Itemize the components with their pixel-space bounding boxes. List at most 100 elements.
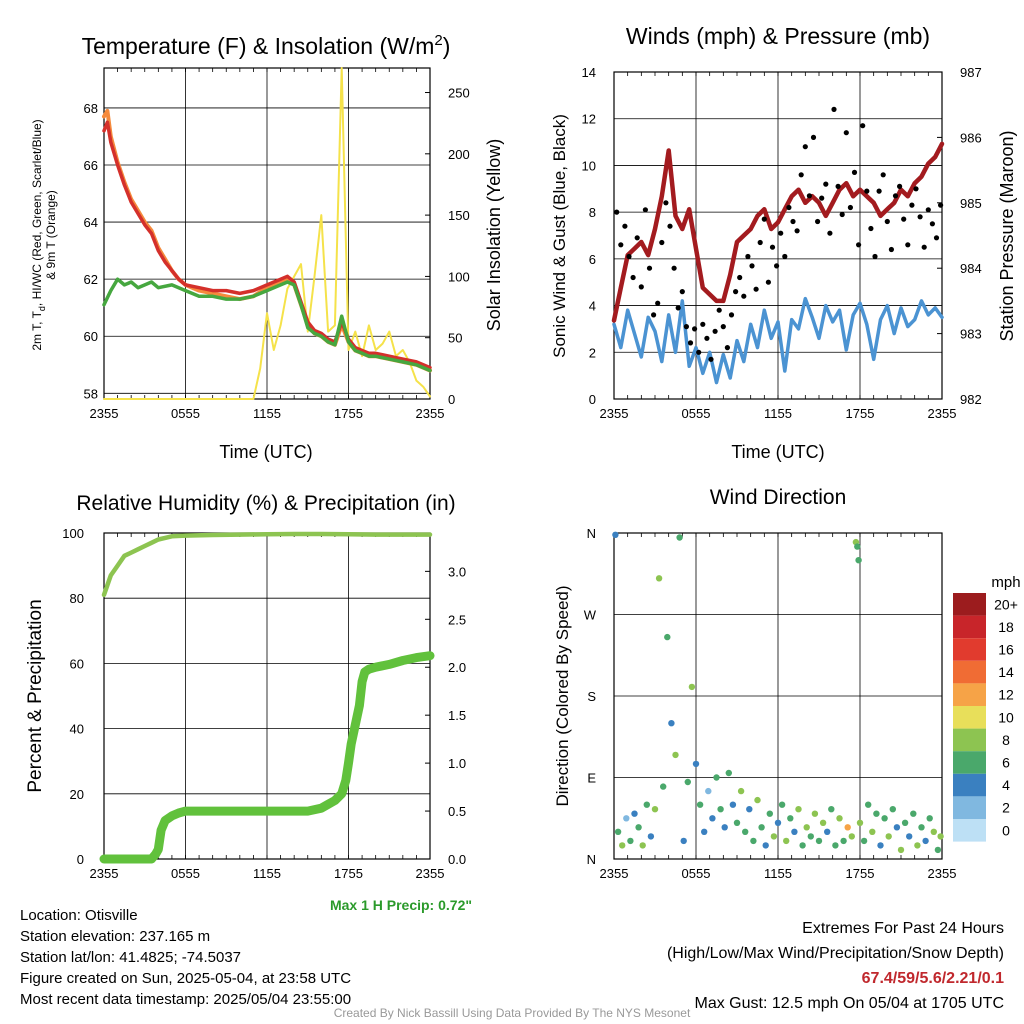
gust-point <box>868 225 874 232</box>
gust-point <box>626 253 632 260</box>
winds-x-axis-label: Time (UTC) <box>731 442 824 462</box>
wind-direction-point <box>668 720 675 727</box>
wind-speed-legend: mph 20+ 18 16 14 12 10 8 6 4 2 0 <box>953 574 1021 842</box>
legend-swatch <box>953 660 986 684</box>
pressure-y-tick-label: 985 <box>960 196 982 211</box>
wind-direction-point <box>914 842 921 849</box>
wind-direction-point <box>676 534 683 541</box>
wind-direction-point <box>855 557 862 564</box>
gust-point <box>745 253 751 260</box>
temperature-x-axis-label: Time (UTC) <box>219 442 312 462</box>
temperature-gridlines <box>103 68 431 400</box>
legend-label: 6 <box>1002 755 1010 771</box>
wind-direction-point <box>758 824 765 831</box>
latest-data-timestamp: Most recent data timestamp: 2025/05/04 2… <box>20 991 352 1008</box>
wind-y-tick-label: 10 <box>582 158 596 173</box>
pressure-line <box>611 141 945 323</box>
winds-x-tick-label: 0555 <box>682 406 711 421</box>
gust-point <box>819 195 825 201</box>
solar-y-tick-label: 0 <box>448 392 455 407</box>
wind-direction-point <box>672 751 679 759</box>
pressure-y-axis-label: Station Pressure (Maroon) <box>997 130 1017 341</box>
wind-y-tick-label: 8 <box>589 205 596 220</box>
gust-point <box>622 223 628 229</box>
wind-direction-point <box>717 806 724 813</box>
temperature-y-tick-label: 60 <box>84 329 98 344</box>
legend-swatch <box>953 593 986 616</box>
wind-direction-point <box>844 824 851 831</box>
gust-point <box>733 289 739 295</box>
gust-point <box>880 172 886 178</box>
legend-swatch <box>953 728 986 752</box>
wind-direction-point <box>787 815 794 822</box>
precipitation-line <box>99 651 435 864</box>
temperature-y-label-line2: & 9m T (Orange) <box>44 190 58 280</box>
gust-point <box>786 204 792 211</box>
gust-point <box>933 235 940 241</box>
gust-point <box>778 230 784 236</box>
relative-humidity-line <box>101 531 433 598</box>
wind-direction-point <box>692 760 700 768</box>
precip-y-tick-label: 1.5 <box>448 708 466 723</box>
gust-point <box>774 263 780 269</box>
gust-point <box>761 216 767 222</box>
wind-direction-point <box>631 810 638 817</box>
temperature-y-tick-label: 58 <box>84 386 98 401</box>
humidity-y-tick-label: 40 <box>70 722 84 737</box>
gust-point <box>696 349 702 355</box>
wind-direction-x-tick-label: 2355 <box>928 866 957 881</box>
humidity-y-tick-label: 100 <box>62 526 84 541</box>
gust-point <box>790 218 796 225</box>
wind-direction-point <box>799 842 806 849</box>
humidity-y-tick-label: 20 <box>70 787 84 802</box>
gust-point <box>831 106 837 112</box>
gust-point <box>700 321 706 327</box>
gust-point <box>765 279 772 285</box>
humidity-tick-labels: 0 20 40 60 80 100 0.0 0.5 1.0 1.5 2.0 2.5 3.0 2355 055… <box>62 526 466 881</box>
legend-swatch <box>953 751 986 774</box>
wind-direction-tick-labels: N E S W N 2355 0555 1155 1755 2355 <box>584 526 957 881</box>
wind-direction-point <box>729 801 737 808</box>
legend-swatch <box>953 706 986 729</box>
wind-direction-gridlines <box>613 533 943 859</box>
wind-y-tick-label: 2 <box>589 345 596 360</box>
wind-direction-point <box>828 806 835 813</box>
precip-y-tick-label: 1.0 <box>448 756 466 771</box>
solar-y-tick-label: 250 <box>448 86 470 101</box>
wind-direction-point <box>774 819 782 826</box>
wind-direction-point <box>664 633 671 641</box>
max-hourly-precip-label: Max 1 H Precip: 0.72" <box>330 897 472 913</box>
wind-direction-point <box>807 833 814 840</box>
wind-direction-point <box>614 828 622 835</box>
humidity-panel-title: Relative Humidity (%) & Precipitation (i… <box>76 492 455 515</box>
wind-direction-point <box>696 801 704 808</box>
wind-direction-point <box>778 801 786 808</box>
wind-direction-point <box>623 815 630 822</box>
gust-point <box>708 356 714 362</box>
gust-point <box>692 326 698 332</box>
wind-direction-point <box>937 833 944 840</box>
legend-label: 18 <box>998 619 1014 635</box>
gust-point <box>651 312 657 318</box>
winds-x-tick-label: 1755 <box>846 406 875 421</box>
gust-point <box>823 181 829 187</box>
temperature-panel: Temperature (F) & Insolation (W/m2) 58 60… <box>30 32 504 462</box>
gust-point <box>901 216 907 222</box>
gust-point <box>806 193 813 199</box>
wind-direction-point <box>832 842 839 849</box>
wind-direction-point <box>766 810 773 817</box>
legend-label: 4 <box>1002 777 1010 793</box>
gust-point <box>909 202 915 208</box>
gust-point <box>876 188 882 194</box>
station-elevation: Station elevation: 237.165 m <box>20 928 211 945</box>
precip-y-tick-label: 2.0 <box>448 660 466 675</box>
gust-point <box>642 207 649 213</box>
extremes-values: 67.4/59/5.6/2.21/0.1 <box>861 970 1004 987</box>
gust-point <box>716 307 722 313</box>
gust-point <box>860 123 866 129</box>
humidity-series-layer <box>99 531 435 864</box>
gust-point <box>753 286 759 292</box>
wind-direction-y-axis-label: Direction (Colored By Speed) <box>553 585 572 806</box>
wind-direction-point <box>742 828 749 835</box>
wind-y-tick-label: 0 <box>589 392 596 407</box>
